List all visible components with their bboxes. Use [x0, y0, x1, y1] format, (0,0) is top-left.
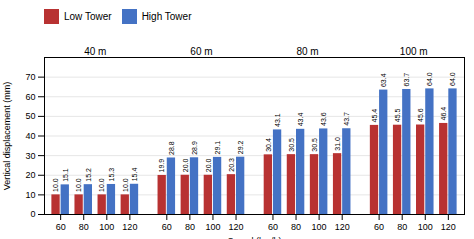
- svg-text:Vertical displacement (mm): Vertical displacement (mm): [2, 82, 12, 191]
- svg-text:64.0: 64.0: [426, 72, 433, 86]
- svg-text:29.2: 29.2: [237, 140, 244, 154]
- svg-text:46.4: 46.4: [440, 107, 447, 121]
- svg-text:120: 120: [122, 222, 137, 232]
- svg-text:10.0: 10.0: [75, 178, 82, 192]
- svg-text:15.4: 15.4: [131, 168, 138, 182]
- svg-text:63.7: 63.7: [403, 73, 410, 87]
- svg-text:120: 120: [441, 222, 456, 232]
- svg-text:10.0: 10.0: [122, 178, 129, 192]
- svg-text:Speed (km/h): Speed (km/h): [227, 236, 281, 239]
- svg-text:60: 60: [25, 92, 35, 102]
- svg-text:80: 80: [291, 222, 301, 232]
- svg-text:20.3: 20.3: [228, 158, 235, 172]
- svg-text:19.9: 19.9: [158, 159, 165, 173]
- svg-text:43.6: 43.6: [320, 112, 327, 126]
- svg-text:70: 70: [25, 72, 35, 82]
- svg-text:60 m: 60 m: [190, 46, 212, 57]
- svg-text:15.2: 15.2: [85, 168, 92, 182]
- svg-text:100: 100: [205, 222, 220, 232]
- svg-text:120: 120: [229, 222, 244, 232]
- svg-text:63.4: 63.4: [380, 73, 387, 87]
- svg-text:45.4: 45.4: [371, 109, 378, 123]
- svg-text:0: 0: [30, 209, 35, 219]
- svg-text:30: 30: [25, 151, 35, 161]
- svg-text:100: 100: [312, 222, 327, 232]
- svg-text:60: 60: [56, 222, 66, 232]
- svg-text:29.1: 29.1: [214, 141, 221, 155]
- svg-text:80: 80: [185, 222, 195, 232]
- svg-text:60: 60: [162, 222, 172, 232]
- svg-text:45.5: 45.5: [394, 108, 401, 122]
- svg-text:30.5: 30.5: [311, 138, 318, 152]
- svg-text:28.8: 28.8: [168, 141, 175, 155]
- svg-text:20.0: 20.0: [205, 159, 212, 173]
- svg-text:31.0: 31.0: [334, 137, 341, 151]
- svg-text:15.3: 15.3: [108, 168, 115, 182]
- svg-text:60: 60: [374, 222, 384, 232]
- svg-text:100 m: 100 m: [400, 46, 428, 57]
- svg-text:28.9: 28.9: [191, 141, 198, 155]
- svg-text:30.5: 30.5: [288, 138, 295, 152]
- svg-text:120: 120: [335, 222, 350, 232]
- svg-text:100: 100: [99, 222, 114, 232]
- svg-text:10: 10: [25, 190, 35, 200]
- svg-text:40: 40: [25, 131, 35, 141]
- svg-text:10.0: 10.0: [52, 178, 59, 192]
- svg-text:100: 100: [418, 222, 433, 232]
- svg-text:80 m: 80 m: [296, 46, 318, 57]
- svg-text:10.0: 10.0: [98, 178, 105, 192]
- svg-text:40 m: 40 m: [84, 46, 106, 57]
- svg-text:20: 20: [25, 170, 35, 180]
- svg-text:45.6: 45.6: [417, 108, 424, 122]
- svg-text:20.0: 20.0: [182, 159, 189, 173]
- svg-text:43.4: 43.4: [297, 113, 304, 127]
- svg-text:80: 80: [397, 222, 407, 232]
- svg-text:15.1: 15.1: [62, 168, 69, 182]
- svg-text:50: 50: [25, 111, 35, 121]
- svg-text:64.0: 64.0: [449, 72, 456, 86]
- svg-text:43.7: 43.7: [343, 112, 350, 126]
- html-text:High Tower: High Tower: [141, 11, 192, 22]
- svg-text:30.4: 30.4: [265, 138, 272, 152]
- svg-text:60: 60: [268, 222, 278, 232]
- svg-text:43.1: 43.1: [274, 113, 281, 127]
- html-text:Low Tower: Low Tower: [64, 11, 112, 22]
- svg-text:80: 80: [79, 222, 89, 232]
